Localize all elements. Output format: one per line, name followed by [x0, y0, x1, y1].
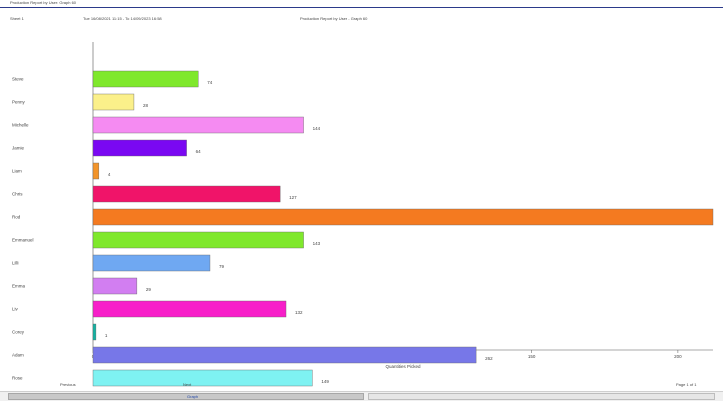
header-left-label: Sheet 1	[10, 16, 24, 21]
next-link[interactable]: Next	[183, 382, 192, 387]
value-label: 144	[313, 126, 321, 131]
header-right-label: Production Report by User - Graph 60	[300, 16, 368, 21]
bar-emma	[92, 277, 138, 295]
tab-graph[interactable]: Graph	[8, 393, 364, 400]
report-title: Production Report by User: Graph 60	[10, 0, 77, 5]
category-label: Penny	[12, 100, 26, 105]
value-label: 143	[313, 241, 321, 246]
category-label: Emmanuel	[12, 238, 34, 243]
value-label: 29	[146, 287, 152, 292]
category-label: Liam	[12, 169, 22, 174]
x-tick-label: 150	[528, 354, 536, 359]
value-label: 28	[143, 103, 149, 108]
category-label: Liv	[12, 307, 19, 312]
bar-penny	[92, 93, 135, 111]
bar-chris	[92, 185, 281, 203]
bar-emmanuel	[92, 231, 304, 249]
value-label: 132	[295, 310, 303, 315]
bar-jamie	[92, 139, 187, 157]
value-label: 149	[321, 379, 329, 384]
category-label: Jamie	[12, 146, 25, 151]
bar-liv	[92, 300, 287, 318]
value-label: 127	[289, 195, 297, 200]
report-title-bar: Production Report by User: Graph 60	[0, 0, 723, 8]
category-label: Emma	[12, 284, 25, 289]
category-label: Lilli	[12, 261, 19, 266]
bar-adam	[92, 346, 477, 364]
page-indicator: Page 1 of 1	[676, 382, 697, 387]
value-label: 4	[108, 172, 111, 177]
category-label: Adam	[12, 353, 24, 358]
tab-other[interactable]	[368, 393, 715, 400]
category-label: Rose	[12, 376, 23, 381]
category-label: Rod	[12, 215, 21, 220]
x-axis-label: Quantities Picked	[385, 364, 421, 369]
category-label: Steve	[12, 77, 24, 82]
x-tick-label: 200	[674, 354, 682, 359]
value-label: 262	[485, 356, 493, 361]
bar-michelle	[92, 116, 304, 134]
previous-link[interactable]: Previous	[60, 382, 76, 387]
bar-rose	[92, 369, 313, 387]
value-label: 74	[207, 80, 213, 85]
date-range: Tue 16/08/2021 11:15 - To 14/09/2023 16:…	[83, 16, 162, 21]
tab-graph-label: Graph	[187, 394, 199, 399]
bar-lilli	[92, 254, 211, 272]
value-label: 79	[219, 264, 225, 269]
bar-rod	[92, 208, 714, 226]
value-label: 64	[196, 149, 202, 154]
category-label: Chris	[12, 192, 23, 197]
bar-steve	[92, 70, 199, 88]
value-label: 1	[105, 333, 108, 338]
category-label: Corey	[12, 330, 25, 335]
bar-liam	[92, 162, 100, 180]
bar-corey	[92, 323, 97, 341]
category-label: Michelle	[12, 123, 29, 128]
